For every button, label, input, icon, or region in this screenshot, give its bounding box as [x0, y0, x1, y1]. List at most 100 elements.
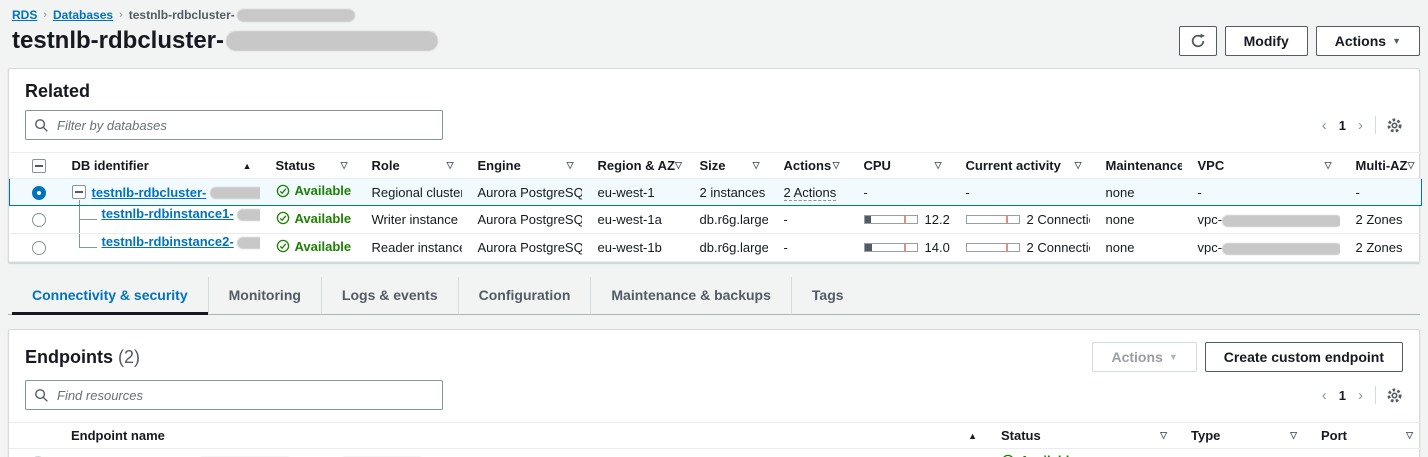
actions-dropdown-button[interactable]: Actions ▼ [1315, 26, 1420, 56]
select-all-checkbox[interactable] [31, 159, 46, 174]
tab-logs-events[interactable]: Logs & events [320, 277, 458, 315]
filter-icon[interactable]: ▽ [1290, 430, 1297, 440]
cpu-value: 14.02% [924, 240, 950, 255]
filter-icon[interactable]: ▽ [1160, 430, 1167, 440]
col-actions[interactable]: Actions [783, 158, 832, 173]
pending-actions-link[interactable]: 2 Actions [783, 184, 837, 201]
related-header: Related [9, 69, 1419, 104]
endpoints-search-input[interactable] [57, 387, 434, 403]
divider [1375, 386, 1376, 404]
related-table: DB identifier ▲ Status ▽ Role ▽ Engine ▽ Reg… [9, 152, 1422, 262]
related-panel: Related ‹ 1 › [8, 68, 1422, 263]
sort-asc-icon[interactable]: ▲ [242, 160, 252, 171]
filter-icon[interactable]: ▽ [566, 160, 574, 170]
status-badge: Available [276, 211, 351, 226]
col-status[interactable]: Status [1001, 428, 1041, 443]
redacted-text [236, 8, 355, 22]
refresh-button[interactable] [1178, 26, 1217, 56]
col-role[interactable]: Role [371, 158, 400, 173]
cell-vpc: vpc- [1181, 205, 1340, 234]
table-row-writer-instance[interactable]: testnlb-rdbinstance1- Available Writer i… [9, 205, 1422, 234]
breadcrumb-current: testnlb-rdbcluster- [129, 8, 355, 22]
settings-button[interactable] [1386, 117, 1403, 134]
db-cluster-link[interactable]: testnlb-rdbcluster- [91, 184, 207, 200]
col-db-identifier[interactable]: DB identifier [71, 158, 149, 173]
filter-icon[interactable]: ▽ [675, 160, 682, 170]
gear-icon [1387, 387, 1402, 403]
activity-meter: 2 Connections [965, 212, 1090, 227]
col-multi-az[interactable]: Multi-AZ [1355, 158, 1408, 173]
col-current-activity[interactable]: Current activity [965, 158, 1061, 173]
related-table-header-row: DB identifier ▲ Status ▽ Role ▽ Engine ▽ Reg… [9, 152, 1422, 179]
next-page-button[interactable]: › [1358, 386, 1363, 404]
endpoint-row-writer[interactable]: testnlb-rdbcluster-.cluster-eu-west-1.rd… [9, 448, 1421, 457]
next-page-button[interactable]: › [1358, 116, 1363, 134]
cell-port: 5432 [1305, 448, 1421, 457]
filter-icon[interactable]: ▽ [1407, 160, 1415, 170]
cell-endpoint-name: testnlb-rdbcluster-.cluster-eu-west-1.rd… [55, 448, 985, 457]
tab-monitoring[interactable]: Monitoring [207, 277, 321, 315]
status-badge: Available [276, 183, 351, 198]
status-badge: Available [1001, 453, 1077, 457]
collapse-toggle-icon[interactable] [71, 184, 86, 199]
prev-page-button[interactable]: ‹ [1321, 116, 1327, 134]
table-row-cluster[interactable]: testnlb-rdbcluster- Available Regional c… [9, 178, 1422, 206]
modify-button[interactable]: Modify [1224, 26, 1308, 56]
filter-icon[interactable]: ▽ [832, 160, 840, 170]
col-maintenance[interactable]: Maintenance [1105, 158, 1182, 173]
col-type[interactable]: Type [1191, 428, 1221, 443]
breadcrumb-rds-link[interactable]: RDS [12, 8, 38, 22]
endpoints-pagination: ‹ 1 › [1320, 386, 1403, 404]
db-instance-link[interactable]: testnlb-rdbinstance1- [101, 206, 234, 221]
filter-icon[interactable]: ▽ [1324, 160, 1332, 170]
activity-value: 2 Connections [1026, 240, 1090, 255]
col-cpu[interactable]: CPU [863, 158, 891, 173]
col-status[interactable]: Status [275, 158, 316, 173]
endpoints-table-header-row: Endpoint name ▲ Status ▽ Type ▽ Port ▽ [9, 422, 1421, 449]
current-page[interactable]: 1 [1338, 117, 1346, 133]
col-engine[interactable]: Engine [477, 158, 521, 173]
endpoints-count: (2) [118, 346, 141, 367]
endpoints-actions-button[interactable]: Actions ▼ [1092, 342, 1197, 372]
sort-asc-icon[interactable]: ▲ [968, 430, 977, 441]
col-region-az[interactable]: Region & AZ [597, 158, 676, 173]
filter-icon[interactable]: ▽ [1406, 430, 1413, 440]
status-badge: Available [276, 239, 351, 254]
col-port[interactable]: Port [1321, 428, 1347, 443]
row-radio[interactable] [31, 241, 46, 256]
tab-maintenance-backups[interactable]: Maintenance & backups [590, 277, 791, 315]
tab-connectivity-security[interactable]: Connectivity & security [12, 277, 208, 315]
cell-region: eu-west-1b [581, 233, 684, 262]
prev-page-button[interactable]: ‹ [1321, 386, 1327, 404]
filter-icon[interactable]: ▽ [934, 160, 942, 170]
related-filter-input[interactable] [57, 117, 434, 133]
check-circle-icon [1002, 454, 1014, 457]
row-radio-selected[interactable] [32, 185, 46, 200]
filter-icon[interactable]: ▽ [752, 160, 760, 170]
create-custom-endpoint-button[interactable]: Create custom endpoint [1204, 342, 1403, 372]
current-page[interactable]: 1 [1338, 387, 1346, 403]
row-radio[interactable] [31, 213, 46, 228]
cell-role: Reader instance [355, 233, 462, 262]
related-pagination: ‹ 1 › [1320, 116, 1403, 134]
activity-meter: 2 Connections [965, 240, 1090, 255]
cell-cpu: - [847, 178, 950, 206]
redacted-text [1222, 214, 1340, 227]
filter-icon[interactable]: ▽ [340, 160, 348, 170]
col-size[interactable]: Size [699, 158, 726, 173]
table-row-reader-instance[interactable]: testnlb-rdbinstance2- Available Reader i… [9, 233, 1422, 262]
filter-icon[interactable]: ▽ [446, 160, 454, 170]
col-endpoint-name[interactable]: Endpoint name [71, 428, 165, 443]
redacted-text [237, 208, 260, 221]
tab-configuration[interactable]: Configuration [457, 277, 591, 315]
related-filter [25, 110, 443, 140]
cell-region: eu-west-1 [581, 178, 684, 206]
db-instance-link[interactable]: testnlb-rdbinstance2- [101, 234, 234, 249]
col-vpc[interactable]: VPC [1197, 158, 1225, 173]
filter-icon[interactable]: ▽ [1074, 160, 1082, 170]
settings-button[interactable] [1386, 387, 1403, 404]
cpu-value: 12.27% [924, 212, 950, 227]
tab-tags[interactable]: Tags [790, 277, 864, 315]
search-icon [35, 118, 48, 132]
breadcrumb-databases-link[interactable]: Databases [53, 8, 114, 22]
